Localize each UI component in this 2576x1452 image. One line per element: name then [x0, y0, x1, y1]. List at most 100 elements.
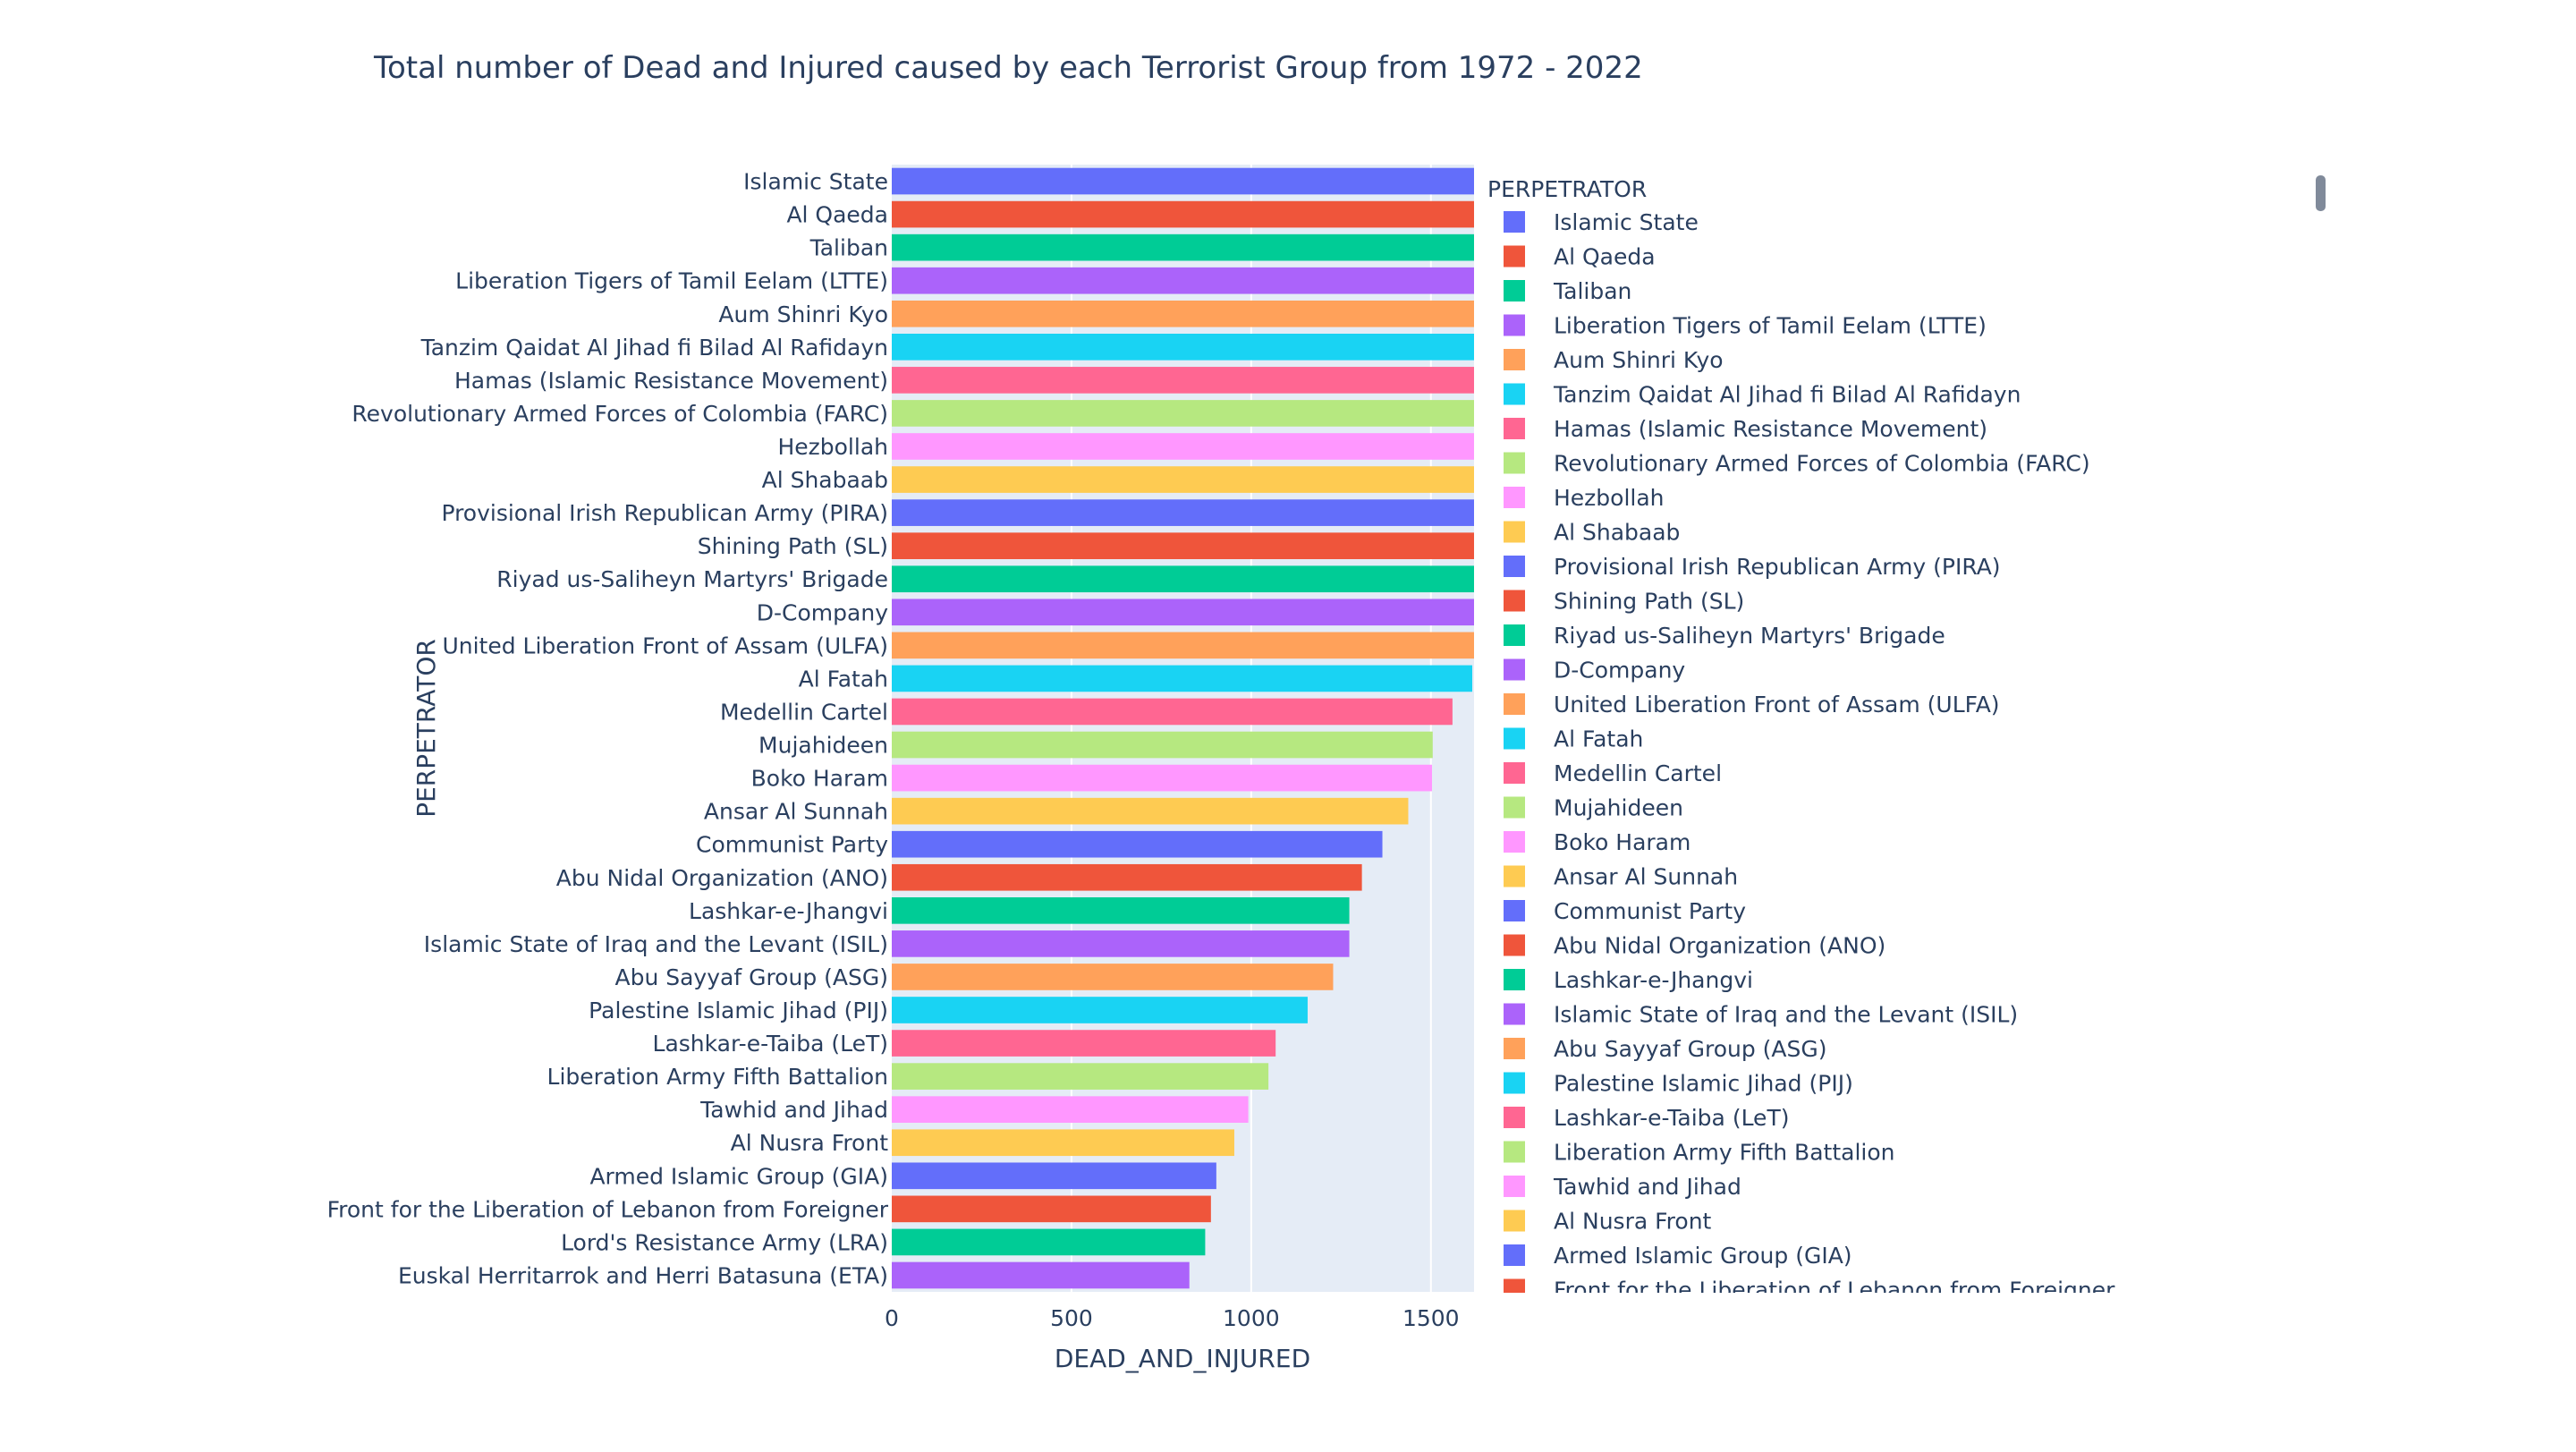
- bar[interactable]: [892, 964, 1334, 990]
- y-tick-label: Mujahideen: [758, 733, 888, 759]
- legend-item[interactable]: Ansar Al Sunnah: [1504, 864, 1738, 890]
- legend-swatch: [1504, 1141, 1525, 1163]
- legend-item[interactable]: Shining Path (SL): [1504, 589, 1744, 615]
- bar[interactable]: [892, 632, 1474, 659]
- bar[interactable]: [892, 830, 1383, 858]
- bar[interactable]: [892, 1195, 1211, 1223]
- bar[interactable]: [892, 930, 1350, 957]
- legend-item[interactable]: Liberation Army Fifth Battalion: [1504, 1140, 1894, 1166]
- legend-item[interactable]: Abu Nidal Organization (ANO): [1504, 933, 1885, 959]
- bar[interactable]: [892, 267, 1474, 294]
- bar[interactable]: [892, 1063, 1269, 1090]
- y-tick-label: Taliban: [809, 235, 888, 261]
- legend-item[interactable]: Al Shabaab: [1504, 520, 1680, 546]
- bars[interactable]: [892, 167, 1474, 1289]
- bar[interactable]: [892, 234, 1474, 261]
- y-tick-labels: Islamic State Al Qaeda Taliban Liberation T…: [327, 169, 889, 1289]
- legend-item[interactable]: Liberation Tigers of Tamil Eelam (LTTE): [1504, 313, 1987, 339]
- legend-swatch: [1504, 521, 1525, 543]
- legend-item[interactable]: Al Qaeda: [1504, 244, 1656, 270]
- legend-item[interactable]: Riyad us-Saliheyn Martyrs' Brigade: [1504, 623, 1945, 649]
- y-tick-label: Lashkar-e-Jhangvi: [689, 898, 888, 924]
- bar[interactable]: [892, 499, 1474, 526]
- legend-item[interactable]: Euskal Herritarrok and Herri Batasuna (E…: [1504, 1346, 2044, 1372]
- bar[interactable]: [892, 400, 1474, 427]
- legend-item[interactable]: Hezbollah: [1504, 485, 1665, 511]
- legend-item[interactable]: Al Fatah: [1504, 726, 1643, 752]
- legend-label: Liberation Tigers of Tamil Eelam (LTTE): [1554, 313, 1987, 339]
- bar[interactable]: [892, 1129, 1234, 1157]
- y-tick-label: Medellin Cartel: [720, 699, 888, 725]
- bar[interactable]: [892, 1228, 1206, 1256]
- legend-item[interactable]: Revolutionary Armed Forces of Colombia (…: [1504, 451, 2090, 477]
- legend-item[interactable]: Islamic State of Iraq and the Levant (IS…: [1504, 1002, 2018, 1028]
- legend-scrollbar[interactable]: [2316, 175, 2326, 211]
- legend-label: Mujahideen: [1554, 795, 1683, 821]
- legend-item[interactable]: United Liberation Front of Assam (ULFA): [1504, 692, 2000, 718]
- bar[interactable]: [892, 764, 1432, 792]
- legend-label: Liberation Army Fifth Battalion: [1554, 1140, 1894, 1166]
- legend[interactable]: Islamic State Al Qaeda Taliban Liberation T…: [1504, 209, 2115, 1372]
- legend-label: Ansar Al Sunnah: [1554, 864, 1738, 890]
- bar[interactable]: [892, 300, 1474, 327]
- y-tick-label: Shining Path (SL): [698, 533, 888, 559]
- y-tick-label: Ansar Al Sunnah: [704, 799, 888, 825]
- legend-item[interactable]: Provisional Irish Republican Army (PIRA): [1504, 554, 2001, 580]
- bar[interactable]: [892, 863, 1362, 891]
- y-tick-label: Provisional Irish Republican Army (PIRA): [441, 500, 888, 526]
- bar[interactable]: [892, 797, 1409, 825]
- legend-item[interactable]: Hamas (Islamic Resistance Movement): [1504, 416, 1987, 442]
- bar[interactable]: [892, 334, 1474, 361]
- legend-swatch: [1504, 487, 1525, 508]
- bar[interactable]: [892, 1162, 1216, 1190]
- bar[interactable]: [892, 367, 1474, 394]
- legend-item[interactable]: Lord's Resistance Army (LRA): [1504, 1312, 1881, 1337]
- bar[interactable]: [892, 167, 1474, 195]
- legend-item[interactable]: Lashkar-e-Jhangvi: [1504, 967, 1753, 993]
- bar[interactable]: [892, 1261, 1190, 1289]
- bar[interactable]: [892, 466, 1474, 493]
- legend-item[interactable]: Palestine Islamic Jihad (PIJ): [1504, 1071, 1853, 1097]
- legend-item[interactable]: Boko Haram: [1504, 829, 1690, 855]
- legend-swatch: [1504, 418, 1525, 439]
- bar[interactable]: [892, 997, 1308, 1023]
- legend-item[interactable]: D-Company: [1504, 658, 1685, 684]
- y-tick-label: Lord's Resistance Army (LRA): [561, 1229, 888, 1255]
- y-tick-label: Al Qaeda: [786, 202, 888, 228]
- y-tick-label: Palestine Islamic Jihad (PIJ): [589, 998, 888, 1023]
- legend-item[interactable]: Communist Party: [1504, 898, 1746, 924]
- bar[interactable]: [892, 433, 1474, 460]
- legend-label: Provisional Irish Republican Army (PIRA): [1554, 554, 2001, 580]
- legend-item[interactable]: Mujahideen: [1504, 795, 1683, 821]
- bar[interactable]: [892, 200, 1474, 228]
- bar[interactable]: [892, 897, 1350, 924]
- legend-item[interactable]: Lashkar-e-Taiba (LeT): [1504, 1105, 1789, 1131]
- bar[interactable]: [892, 665, 1472, 692]
- legend-label: Riyad us-Saliheyn Martyrs' Brigade: [1554, 623, 1945, 649]
- legend-swatch: [1504, 556, 1525, 577]
- legend-swatch: [1504, 1348, 1525, 1370]
- legend-item[interactable]: Tanzim Qaidat Al Jihad fi Bilad Al Rafid…: [1504, 382, 2021, 408]
- bar[interactable]: [892, 599, 1474, 626]
- x-axis-title: DEAD_AND_INJURED: [1055, 1344, 1310, 1373]
- legend-item[interactable]: Abu Sayyaf Group (ASG): [1504, 1036, 1827, 1062]
- bar[interactable]: [892, 1096, 1249, 1123]
- bar[interactable]: [892, 532, 1474, 559]
- legend-swatch: [1504, 1003, 1525, 1025]
- legend-item[interactable]: Front for the Liberation of Lebanon from…: [1504, 1278, 2115, 1303]
- legend-item[interactable]: Taliban: [1504, 278, 1631, 304]
- legend-item[interactable]: Islamic State: [1504, 209, 1699, 235]
- legend-item[interactable]: Aum Shinri Kyo: [1504, 347, 1724, 373]
- y-tick-label: Riyad us-Saliheyn Martyrs' Brigade: [496, 566, 888, 592]
- legend-item[interactable]: Medellin Cartel: [1504, 760, 1722, 786]
- bar[interactable]: [892, 698, 1453, 726]
- y-tick-label: United Liberation Front of Assam (ULFA): [442, 633, 888, 658]
- legend-item[interactable]: Tawhid and Jihad: [1504, 1174, 1741, 1200]
- bar[interactable]: [892, 565, 1474, 593]
- y-tick-label: Boko Haram: [751, 766, 888, 792]
- bar[interactable]: [892, 731, 1433, 759]
- legend-item[interactable]: Armed Islamic Group (GIA): [1504, 1243, 1852, 1269]
- legend-title: PERPETRATOR: [1487, 176, 1647, 202]
- legend-item[interactable]: Al Nusra Front: [1504, 1209, 1712, 1235]
- bar[interactable]: [892, 1030, 1276, 1057]
